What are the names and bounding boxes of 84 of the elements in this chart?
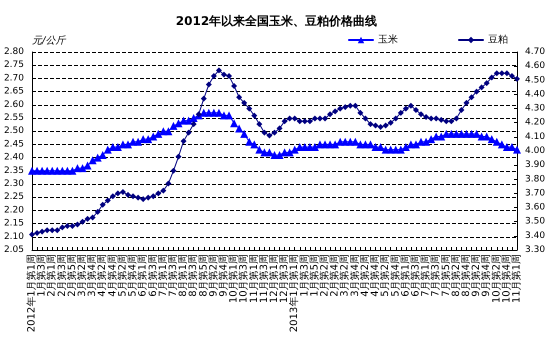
y2-tick-label: 3.50 — [525, 216, 546, 227]
x-tick-label: 8月第2周 — [450, 254, 462, 297]
x-tick-label: 3月第4周 — [86, 254, 98, 297]
x-tick-label: 9月第2周 — [470, 254, 482, 297]
x-tick-label: 9月第4周 — [217, 254, 230, 297]
x-tick-label: 12月第1周 — [268, 254, 280, 304]
y2-tick-label: 4.60 — [525, 61, 546, 72]
y-tick-label: 2.65 — [4, 86, 24, 97]
y-tick-label: 2.05 — [4, 245, 24, 255]
x-tick-label: 3月第2周 — [76, 254, 88, 297]
x-tick-label: 9月第4周 — [480, 254, 492, 297]
x-tick-label: 11月第1周 — [248, 254, 260, 304]
x-tick-label: 8月第1周 — [177, 254, 190, 297]
y2-tick-label: 4.20 — [525, 118, 546, 128]
x-tick-label: 2012年1月第1周 — [26, 254, 38, 332]
y2-tick-label: 3.90 — [525, 160, 546, 170]
x-tick-label: 10月第2周 — [490, 254, 502, 304]
y-tick-label: 2.10 — [4, 232, 24, 242]
x-tick-label: 5月第2周 — [379, 254, 392, 297]
y2-tick-label: 3.40 — [525, 230, 546, 241]
x-tick-label: 4月第2周 — [358, 254, 371, 297]
x-tick-label: 10月第4周 — [500, 254, 512, 304]
x-tick-label: 2月第3周 — [56, 254, 68, 297]
x-tick-label: 8月第4周 — [460, 254, 472, 297]
y-tick-label: 2.20 — [4, 205, 24, 216]
x-tick-label: 7月第3周 — [166, 254, 179, 297]
y-axis-title: 元/公斤 — [32, 34, 66, 46]
y2-tick-label: 4.30 — [525, 104, 546, 114]
x-tick-label: 4月第4周 — [106, 254, 118, 297]
x-tick-label: 2月第4周 — [328, 254, 341, 297]
y2-tick-label: 3.30 — [525, 245, 546, 255]
y2-tick-label: 3.60 — [525, 202, 546, 213]
x-tick-label: 5月第4周 — [126, 254, 139, 297]
x-tick-label: 5月第2周 — [116, 254, 128, 297]
y-tick-label: 2.40 — [4, 152, 24, 163]
y-tick-label: 2.70 — [4, 73, 24, 84]
x-tick-label: 7月第1周 — [420, 254, 432, 297]
legend-label: 玉米 — [378, 34, 398, 46]
y2-tick-label: 4.40 — [525, 89, 546, 100]
y2-tick-label: 4.00 — [525, 146, 546, 156]
x-tick-label: 1月第3周 — [298, 254, 310, 297]
x-tick-label: 12月第3周 — [278, 254, 290, 304]
x-tick-label: 11月第1周 — [510, 254, 522, 304]
x-tick-label: 4月第2周 — [96, 254, 108, 297]
x-tick-label: 6月第1周 — [136, 254, 149, 297]
x-tick-label: 7月第5周 — [440, 254, 452, 297]
x-tick-label: 6月第1周 — [399, 254, 412, 297]
x-tick-label: 2月第5周 — [66, 254, 78, 297]
x-tick-label: 2月第2周 — [318, 254, 331, 297]
x-tick-label: 2月第1周 — [46, 254, 58, 297]
y-tick-label: 2.60 — [4, 100, 24, 110]
y-tick-label: 2.75 — [4, 60, 24, 70]
x-tick-label: 5月第4周 — [389, 254, 402, 297]
y-tick-label: 2.50 — [4, 126, 24, 136]
y2-tick-label: 4.10 — [525, 132, 546, 142]
y2-tick-label: 4.50 — [525, 75, 546, 86]
y-tick-label: 2.35 — [4, 166, 24, 176]
y2-tick-label: 3.80 — [525, 174, 546, 184]
y2-tick-label: 4.70 — [525, 47, 546, 57]
y-tick-label: 2.25 — [4, 192, 24, 202]
x-tick-label: 9月第2周 — [207, 254, 220, 297]
x-tick-label: 8月第5周 — [197, 254, 210, 297]
y-tick-label: 2.45 — [4, 139, 24, 150]
y-tick-label: 2.15 — [4, 218, 24, 229]
y-tick-label: 2.80 — [4, 47, 24, 57]
x-tick-label: 7月第1周 — [156, 254, 169, 297]
x-tick-label: 2013年1月第1周 — [288, 254, 300, 332]
x-tick-label: 1月第3周 — [36, 254, 48, 297]
y2-tick-label: 3.70 — [525, 188, 546, 198]
x-tick-label: 4月第4周 — [369, 254, 382, 297]
y-tick-label: 2.55 — [4, 113, 24, 123]
x-tick-label: 3月第2周 — [338, 254, 351, 297]
x-tick-label: 6月第3周 — [409, 254, 422, 297]
x-tick-label: 6月第3周 — [146, 254, 159, 297]
chart-title: 2012年以来全国玉米、豆粕价格曲线 — [176, 14, 378, 28]
legend-label: 豆粕 — [488, 34, 508, 46]
x-tick-label: 11月第3周 — [258, 254, 270, 304]
x-tick-label: 1月第5周 — [308, 254, 320, 297]
x-tick-label: 7月第3周 — [430, 254, 442, 297]
x-tick-label: 3月第4周 — [348, 254, 361, 297]
x-tick-label: 8月第3周 — [187, 254, 200, 297]
y-tick-label: 2.30 — [4, 179, 24, 189]
x-tick-label: 10月第3周 — [238, 254, 250, 304]
x-tick-label: 10月第1周 — [228, 254, 240, 304]
